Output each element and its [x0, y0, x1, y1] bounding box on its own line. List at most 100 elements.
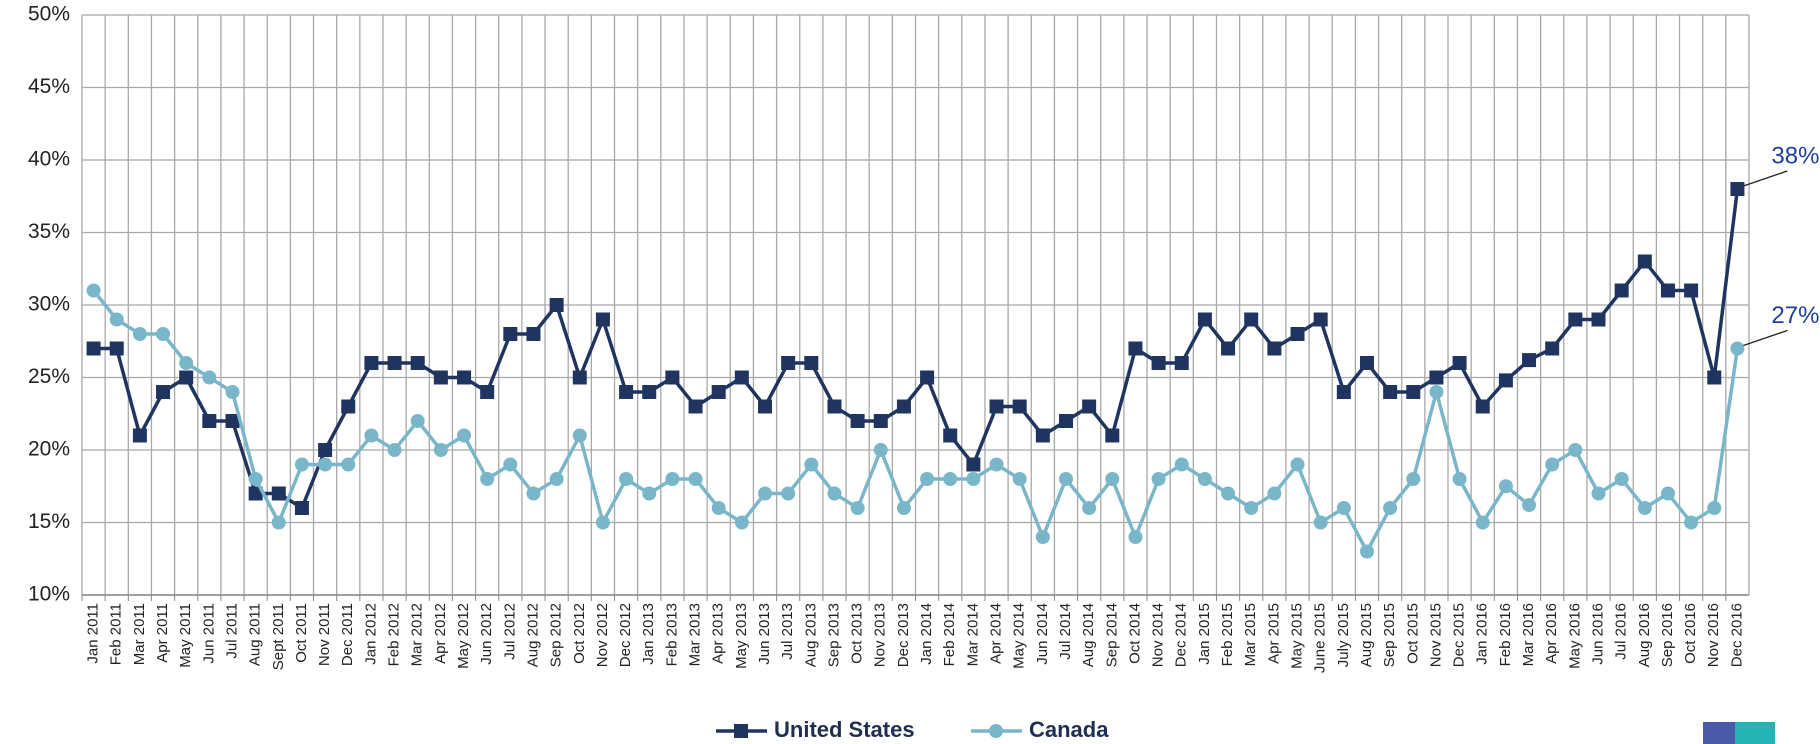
data-marker: [503, 457, 518, 472]
value-label: 27%: [1771, 302, 1819, 329]
x-tick-label: Feb 2014: [941, 603, 958, 666]
data-marker: [179, 356, 194, 370]
logo: [1703, 722, 1775, 744]
x-tick-label: Apr 2014: [988, 603, 1005, 664]
data-marker: [1684, 515, 1699, 530]
x-tick-label: Oct 2012: [571, 603, 588, 664]
y-tick-label: 20%: [28, 438, 70, 461]
data-marker: [179, 370, 194, 385]
x-tick-label: Dec 2014: [1173, 603, 1190, 667]
data-marker: [734, 370, 749, 385]
x-tick-label: Sep 2012: [548, 603, 565, 667]
data-marker: [1545, 341, 1560, 356]
x-tick-label: Dec 2012: [617, 603, 634, 667]
data-marker: [1545, 457, 1560, 472]
data-marker: [1290, 457, 1305, 472]
data-marker: [387, 356, 402, 370]
data-marker: [1614, 472, 1629, 486]
x-tick-label: Oct 2013: [849, 603, 866, 664]
data-marker: [86, 283, 101, 298]
data-marker: [109, 341, 124, 356]
data-marker: [1105, 472, 1120, 486]
x-tick-label: Oct 2015: [1404, 603, 1421, 664]
data-marker: [896, 501, 911, 515]
data-marker: [873, 443, 888, 457]
data-marker: [1359, 544, 1374, 559]
x-tick-label: May 2012: [455, 603, 472, 669]
data-marker: [1058, 472, 1073, 486]
data-marker: [1429, 385, 1444, 399]
data-marker: [1035, 530, 1050, 544]
data-marker: [248, 472, 263, 486]
y-tick-label: 25%: [28, 365, 70, 388]
data-marker: [132, 327, 147, 341]
data-marker: [480, 472, 495, 486]
data-marker: [1660, 486, 1675, 501]
data-marker: [989, 399, 1004, 414]
data-marker: [1105, 428, 1120, 443]
x-tick-label: June 2015: [1312, 603, 1329, 673]
x-tick-label: Aug 2016: [1636, 603, 1653, 667]
data-marker: [804, 457, 819, 472]
data-marker: [1012, 399, 1027, 414]
data-marker: [1429, 370, 1444, 385]
data-marker: [1406, 385, 1421, 399]
data-marker: [294, 501, 309, 515]
x-tick-label: Nov 2016: [1705, 603, 1722, 667]
x-tick-label: Sept 2011: [270, 603, 287, 670]
x-tick-label: Jul 2016: [1613, 603, 1630, 660]
x-tick-label: Feb 2015: [1219, 603, 1236, 666]
data-marker: [1730, 182, 1745, 196]
data-marker: [1035, 428, 1050, 443]
data-marker: [734, 724, 748, 738]
x-tick-label: Nov 2014: [1150, 603, 1167, 667]
data-marker: [341, 399, 356, 414]
x-tick-label: July 2015: [1335, 603, 1352, 667]
y-tick-label: 10%: [28, 583, 70, 606]
data-marker: [1406, 472, 1421, 486]
data-marker: [966, 472, 981, 486]
data-marker: [1707, 370, 1722, 385]
data-marker: [619, 385, 634, 399]
x-tick-label: Jun 2011: [200, 603, 217, 664]
data-marker: [711, 501, 726, 515]
x-tick-label: May 2014: [1011, 603, 1028, 669]
data-marker: [1614, 283, 1629, 298]
data-marker: [1082, 399, 1097, 414]
data-marker: [294, 457, 309, 472]
data-marker: [804, 356, 819, 370]
data-marker: [457, 370, 472, 385]
data-marker: [1174, 356, 1189, 370]
x-tick-label: Jan 2014: [918, 603, 935, 665]
data-marker: [1151, 356, 1166, 370]
y-tick-label: 30%: [28, 293, 70, 316]
data-marker: [156, 385, 171, 399]
data-marker: [1267, 341, 1282, 356]
x-tick-label: Jun 2013: [756, 603, 773, 665]
data-marker: [1383, 385, 1398, 399]
data-marker: [433, 443, 448, 457]
x-tick-label: Jul 2012: [501, 603, 518, 660]
x-tick-label: Nov 2015: [1427, 603, 1444, 667]
data-marker: [1244, 312, 1259, 327]
data-marker: [318, 443, 333, 457]
data-marker: [1637, 501, 1652, 515]
data-marker: [1475, 399, 1490, 414]
data-marker: [387, 443, 402, 457]
x-tick-label: Jul 2011: [223, 603, 240, 659]
data-marker: [827, 399, 842, 414]
data-marker: [758, 399, 773, 414]
data-marker: [410, 356, 425, 370]
data-marker: [665, 370, 680, 385]
data-marker: [1452, 356, 1467, 370]
x-tick-label: Jan 2011: [85, 603, 102, 664]
data-marker: [1522, 353, 1537, 368]
x-tick-label: Oct 2016: [1682, 603, 1699, 664]
data-marker: [318, 457, 333, 472]
data-marker: [1221, 486, 1236, 501]
data-marker: [966, 457, 981, 472]
x-tick-label: Mar 2016: [1520, 603, 1537, 666]
data-marker: [1475, 515, 1490, 530]
data-marker: [1221, 341, 1236, 356]
x-tick-label: Aug 2015: [1358, 603, 1375, 667]
